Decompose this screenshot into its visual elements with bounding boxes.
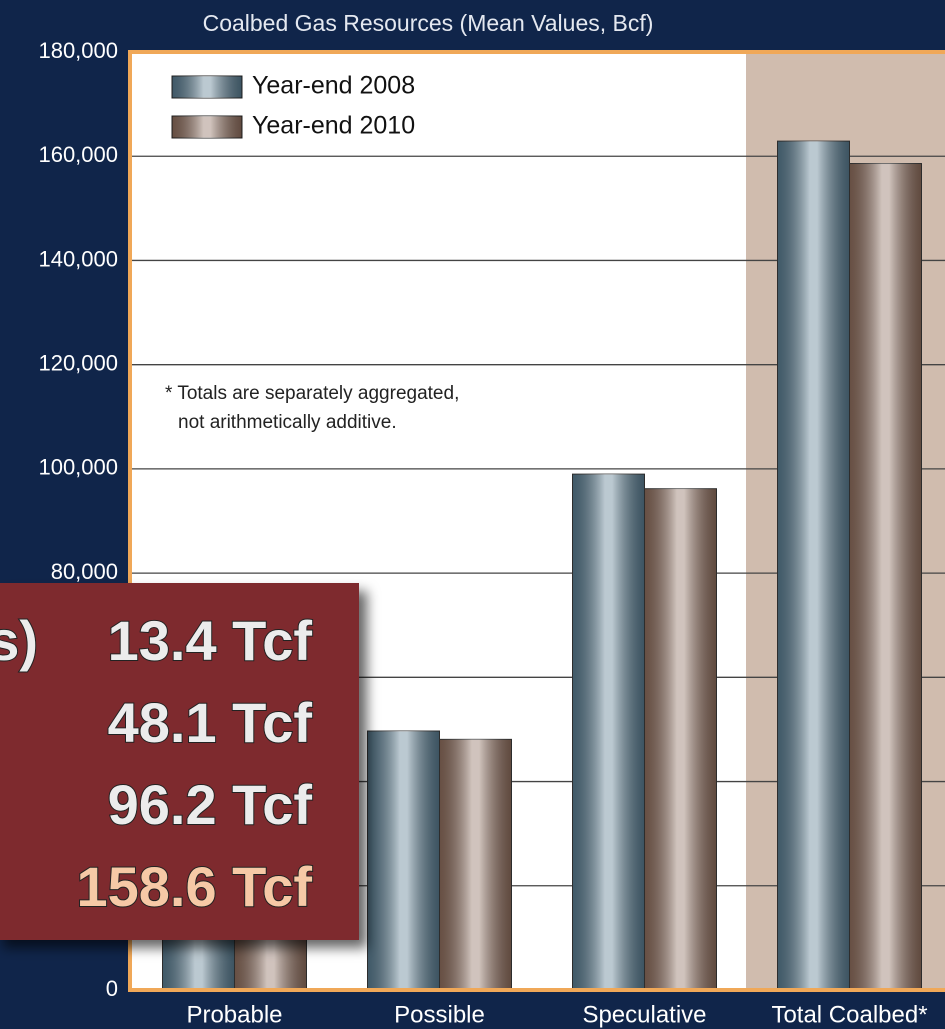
y-tick-label: 120,000 [38,350,118,375]
overlay-box [0,583,359,940]
overlay-text: 96.2 Tcf [108,773,313,836]
overlay-text: 13.4 Tcf [108,609,313,672]
overlay-text: s) [0,609,38,672]
legend-sheen [172,76,242,98]
legend-label: Year-end 2010 [252,112,415,140]
bar-sheen [777,141,850,991]
bar-sheen [849,163,922,991]
bar-sheen [644,488,717,990]
bar-sheen [439,739,512,990]
y-tick-label: 100,000 [38,455,118,480]
bar-sheen [572,474,645,991]
chart-title: Coalbed Gas Resources (Mean Values, Bcf) [203,10,654,36]
bar-sheen [367,731,440,990]
y-tick-label: 0 [106,976,118,1001]
legend-sheen [172,116,242,138]
x-tick-label: Possible [394,1001,485,1028]
y-tick-label: 180,000 [38,38,118,63]
y-tick-label: 160,000 [38,142,118,167]
footnote: not arithmetically additive. [178,412,397,433]
legend-label: Year-end 2008 [252,72,415,100]
overlay-text: 48.1 Tcf [108,691,313,754]
x-tick-label: Total Coalbed* [771,1001,927,1028]
y-tick-label: 140,000 [38,246,118,271]
x-tick-label: Probable [186,1001,282,1028]
footnote: * Totals are separately aggregated, [165,383,459,404]
x-tick-label: Speculative [582,1001,706,1028]
overlay-text: 158.6 Tcf [76,855,312,918]
y-tick-label: 80,000 [51,559,118,584]
